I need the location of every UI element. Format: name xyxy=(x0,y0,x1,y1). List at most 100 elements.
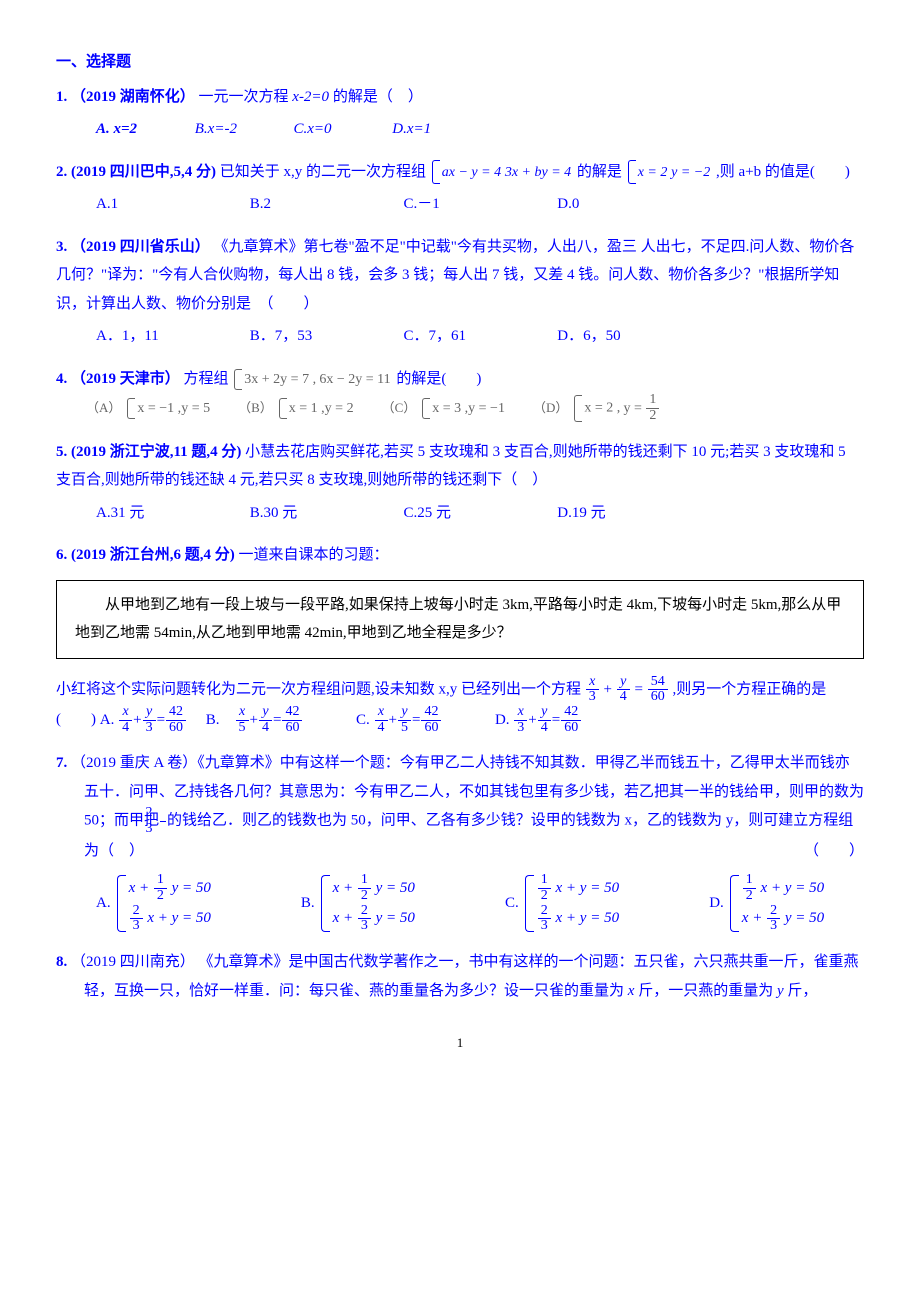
q7-blank-paren: （ ） xyxy=(832,837,864,866)
q7-options: A. x + 12 y = 50 23 x + y = 50 B. x + 12… xyxy=(56,873,864,934)
q1-label: 1. xyxy=(56,89,67,105)
section-title: 一、选择题 xyxy=(56,48,864,77)
q4-d2-pre: y = xyxy=(624,401,642,416)
q7b-r2t: y = 50 xyxy=(372,910,415,926)
q4-stem-b: 的解是( ) xyxy=(396,371,481,387)
q3-options: A．1，11 B．7，53 C．7，61 D．6，50 xyxy=(56,322,864,351)
q4-stem-a: 方程组 xyxy=(184,371,229,387)
q5-opt-b: B.30 元 xyxy=(250,499,400,528)
q4-opt-b-label: （B） xyxy=(238,396,273,421)
q4-a1: x = −1 , xyxy=(137,401,181,416)
q7d-r2fd: 3 xyxy=(767,919,780,934)
question-3: 3. （2019 四川省乐山） 《九章算术》第七卷"盈不足"中记载"今有共买物，… xyxy=(56,233,864,351)
q1-opt-b: B.x=-2 xyxy=(195,115,290,144)
q4-c2: y = −1 xyxy=(468,401,505,416)
q7b-lab: B. xyxy=(301,889,315,918)
q6d-rd: 4 xyxy=(538,721,551,736)
q2-sys2-r2: y = −2 xyxy=(671,165,710,180)
q7c-r1fd: 2 xyxy=(538,889,551,904)
q4-d2: y = 12 xyxy=(624,401,661,416)
q7b-r1p: x + xyxy=(333,880,354,896)
q7d-r1: x + y = 50 xyxy=(757,880,824,896)
q7-source: （2019 重庆 A 卷） xyxy=(71,755,197,771)
q7b-r2p: x + xyxy=(333,910,354,926)
q6-b-lab: B. xyxy=(206,712,220,728)
q4-sys-r2: 6x − 2y = 11 xyxy=(319,372,390,387)
q4-label: 4. xyxy=(56,371,67,387)
q1-opt-c: C.x=0 xyxy=(294,115,389,144)
q6-g-rhsd: 60 xyxy=(648,690,668,705)
question-2: 2. (2019 四川巴中,5,4 分) 已知关于 x,y 的二元一次方程组 a… xyxy=(56,158,864,219)
q4-options: （A） x = −1 ,y = 5 （B） x = 1 ,y = 2 （C） x… xyxy=(86,393,662,423)
q4-c1: x = 3 , xyxy=(432,401,468,416)
q6d-rhd: 60 xyxy=(561,721,581,736)
q7-fn: 2 xyxy=(160,806,166,822)
q7a-r2fn: 2 xyxy=(130,904,143,920)
q7d-r1fd: 2 xyxy=(743,889,756,904)
q7c-r2fn: 2 xyxy=(538,904,551,920)
q4-source: （2019 天津市） xyxy=(71,371,180,387)
q6b-rd: 4 xyxy=(259,721,272,736)
q7c-r1: x + y = 50 xyxy=(552,880,619,896)
q2-sys2-r1: x = 2 xyxy=(638,165,668,180)
q2-system-2: x = 2 y = −2 xyxy=(628,158,711,187)
q6-opt-c: C. x4+y5=4260 xyxy=(356,712,446,728)
q2-stem-c: ,则 a+b 的值是( ) xyxy=(716,164,850,180)
q2-sys1-r1: ax − y = 4 xyxy=(442,165,501,180)
q2-options: A.1 B.2 C.－1 D.0 xyxy=(56,190,864,219)
q2-label: 2. (2019 四川巴中,5,4 分) xyxy=(56,164,216,180)
q8-source: （2019 四川南充） xyxy=(71,954,195,970)
q6-g-ln: x xyxy=(586,675,599,691)
q4-system: 3x + 2y = 7 , 6x − 2y = 11 xyxy=(234,367,390,392)
q7b-r1fn: 1 xyxy=(358,873,371,889)
q6-opt-b: B. x5+y4=4260 xyxy=(206,712,307,728)
q5-opt-d: D.19 元 xyxy=(557,499,707,528)
q6d-rhn: 42 xyxy=(561,705,581,721)
q6c-ld: 4 xyxy=(375,721,388,736)
q7a-r1t: y = 50 xyxy=(168,880,211,896)
q6-a-lab: A. xyxy=(100,712,115,728)
question-6: 6. (2019 浙江台州,6 题,4 分) 一道来自课本的习题： 从甲地到乙地… xyxy=(56,541,864,735)
q6c-rd: 5 xyxy=(398,721,411,736)
q7b-r1fd: 2 xyxy=(358,889,371,904)
q8-y: y xyxy=(777,983,784,999)
q6b-rhd: 60 xyxy=(282,721,302,736)
q6-opt-a: A. x4+y3=4260 xyxy=(100,712,191,728)
q6c-rhn: 42 xyxy=(421,705,441,721)
q7a-r2fd: 3 xyxy=(130,919,143,934)
q6a-ld: 4 xyxy=(119,721,132,736)
q2-stem-a: 已知关于 x,y 的二元一次方程组 xyxy=(220,164,426,180)
q6d-rn: y xyxy=(538,705,551,721)
question-4: 4. （2019 天津市） 方程组 3x + 2y = 7 , 6x − 2y … xyxy=(56,365,864,424)
q1-stem-a: 一元一次方程 xyxy=(199,89,293,105)
q2-stem-b: 的解是 xyxy=(577,164,622,180)
q7a-r1fn: 1 xyxy=(154,873,167,889)
q6c-rhd: 60 xyxy=(421,721,441,736)
q7a-r1fd: 2 xyxy=(154,889,167,904)
q7a-r2: x + y = 50 xyxy=(144,910,211,926)
q2-sys1-r2: 3x + by = 4 xyxy=(505,165,571,180)
q1-eqn: x-2=0 xyxy=(292,89,329,105)
q7d-r2fn: 2 xyxy=(767,904,780,920)
q6d-ld: 3 xyxy=(514,721,527,736)
q7-opt-b: B. x + 12 y = 50 x + 23 y = 50 xyxy=(301,873,455,934)
question-7: 7. （2019 重庆 A 卷）《九章算术》中有这样一个题：今有甲乙二人持钱不知… xyxy=(56,749,864,934)
q2-opt-c: C.－1 xyxy=(404,190,554,219)
q3-opt-d: D．6，50 xyxy=(557,322,707,351)
q6-box: 从甲地到乙地有一段上坡与一段平路,如果保持上坡每小时走 3km,平路每小时走 4… xyxy=(56,580,864,659)
q6a-rhn: 42 xyxy=(166,705,186,721)
question-8: 8. （2019 四川南充） 《九章算术》是中国古代数学著作之一，书中有这样的一… xyxy=(56,948,864,1005)
q6-tail: ( ) xyxy=(56,712,96,728)
q6b-rhn: 42 xyxy=(282,705,302,721)
q2-opt-a: A.1 xyxy=(96,190,246,219)
q2-opt-b: B.2 xyxy=(250,190,400,219)
q7-stem-b: 的钱给乙．则乙的钱数也为 50，问甲、乙各有多少钱？设甲的钱数为 x，乙的钱数为… xyxy=(84,813,853,859)
q7c-lab: C. xyxy=(505,889,519,918)
q3-opt-a: A．1，11 xyxy=(96,322,246,351)
q7d-r2t: y = 50 xyxy=(781,910,824,926)
q6c-ln: x xyxy=(375,705,388,721)
q6b-rn: y xyxy=(259,705,272,721)
page-number: 1 xyxy=(56,1031,864,1056)
question-5: 5. (2019 浙江宁波,11 题,4 分) 小慧去花店购买鲜花,若买 5 支… xyxy=(56,438,864,528)
q1-source: （2019 湖南怀化） xyxy=(71,89,195,105)
